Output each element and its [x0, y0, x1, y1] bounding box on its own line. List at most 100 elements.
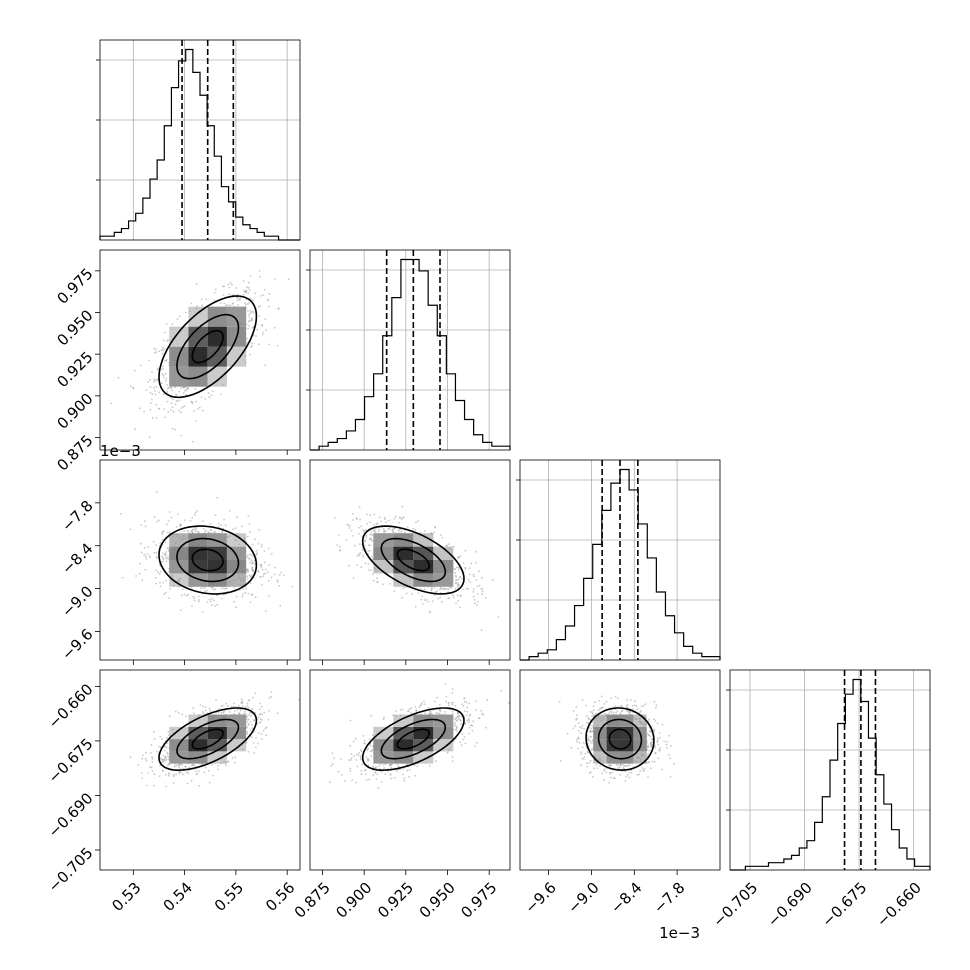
scatter-point [475, 700, 478, 703]
scatter-point [246, 555, 249, 558]
scatter-point [376, 534, 379, 537]
scatter-point [464, 742, 467, 745]
scatter-point [162, 530, 165, 532]
contour-line [158, 295, 258, 399]
scatter-point [626, 709, 628, 712]
scatter-point [588, 739, 590, 742]
scatter-point [639, 760, 642, 763]
panel-2-2 [516, 459, 721, 661]
scatter-point [459, 741, 461, 744]
scatter-point [168, 355, 171, 358]
scatter-point [195, 282, 198, 285]
scatter-point [195, 420, 197, 422]
scatter-point [256, 552, 258, 554]
scatter-point [415, 709, 418, 712]
scatter-point [236, 296, 238, 299]
scatter-point [232, 705, 235, 708]
scatter-point [624, 780, 627, 782]
scatter-point [430, 589, 433, 592]
scatter-point [646, 748, 648, 751]
scatter-point [602, 717, 605, 719]
scatter-point [395, 710, 397, 713]
scatter-point [221, 587, 224, 590]
scatter-point [251, 342, 254, 345]
scatter-point [464, 566, 466, 569]
contour-line [361, 707, 465, 772]
scatter-point [445, 700, 447, 703]
scatter-point [481, 712, 484, 715]
panel-0-0 [96, 39, 301, 241]
scatter-point [603, 779, 605, 782]
contour-line [585, 707, 655, 771]
scatter-point [132, 387, 134, 390]
scatter-point [645, 735, 648, 738]
scatter-point [262, 573, 265, 575]
scatter-point [239, 320, 242, 323]
scatter-point [447, 719, 450, 722]
scatter-point [236, 299, 239, 302]
density-cell [169, 546, 189, 560]
scatter-point [165, 358, 168, 361]
scatter-point [447, 704, 450, 707]
scatter-point [196, 305, 199, 307]
scatter-point [267, 343, 270, 346]
scatter-point [176, 513, 179, 516]
scatter-point [174, 542, 177, 545]
scatter-point [348, 759, 351, 761]
scatter-point [389, 774, 392, 776]
scatter-point [161, 349, 164, 351]
scatter-point [202, 712, 205, 714]
scatter-point [170, 516, 173, 519]
scatter-point [370, 714, 373, 717]
scatter-point [151, 758, 154, 760]
scatter-point [248, 320, 251, 322]
scatter-point [239, 297, 242, 299]
scatter-point [228, 535, 231, 538]
scatter-point [253, 752, 256, 754]
scatter-point [200, 298, 203, 300]
scatter-point [597, 716, 600, 719]
scatter-point [217, 768, 219, 771]
scatter-point [387, 532, 390, 535]
scatter-point [434, 700, 436, 703]
scatter-point [432, 584, 434, 587]
scatter-point [640, 705, 643, 708]
scatter-point [643, 749, 645, 751]
scatter-point [205, 589, 208, 592]
scatter-point [445, 695, 448, 698]
density-cell [169, 726, 189, 740]
scatter-point [380, 781, 383, 783]
scatter-point [413, 764, 416, 767]
scatter-point [228, 711, 231, 713]
scatter-point [367, 759, 370, 762]
scatter-point [605, 771, 608, 774]
scatter-point [213, 291, 216, 294]
scatter-point [653, 760, 656, 763]
scatter-point [212, 774, 214, 777]
scatter-point [443, 711, 446, 713]
scatter-point [657, 737, 659, 740]
scatter-point [166, 400, 169, 403]
scatter-point [243, 310, 246, 313]
scatter-point [165, 746, 168, 749]
density-cell [188, 326, 208, 347]
scatter-point [419, 704, 422, 707]
scatter-point [424, 530, 426, 533]
scatter-point [639, 711, 641, 714]
x-tick-label: −0.690 [764, 879, 816, 931]
y-tick-label: −9.6 [58, 625, 96, 663]
scatter-point [222, 383, 225, 386]
scatter-point [383, 757, 386, 760]
scatter-point [210, 587, 213, 589]
density-cell [207, 573, 227, 587]
scatter-point [369, 533, 372, 536]
scatter-point [654, 746, 656, 749]
scatter-point [248, 698, 251, 701]
scatter-point [559, 760, 562, 762]
scatter-point [171, 372, 174, 374]
scatter-point [653, 718, 655, 721]
density-cell [393, 573, 414, 587]
scatter-point [168, 746, 171, 749]
scatter-point [265, 329, 268, 332]
scatter-point [188, 310, 191, 313]
